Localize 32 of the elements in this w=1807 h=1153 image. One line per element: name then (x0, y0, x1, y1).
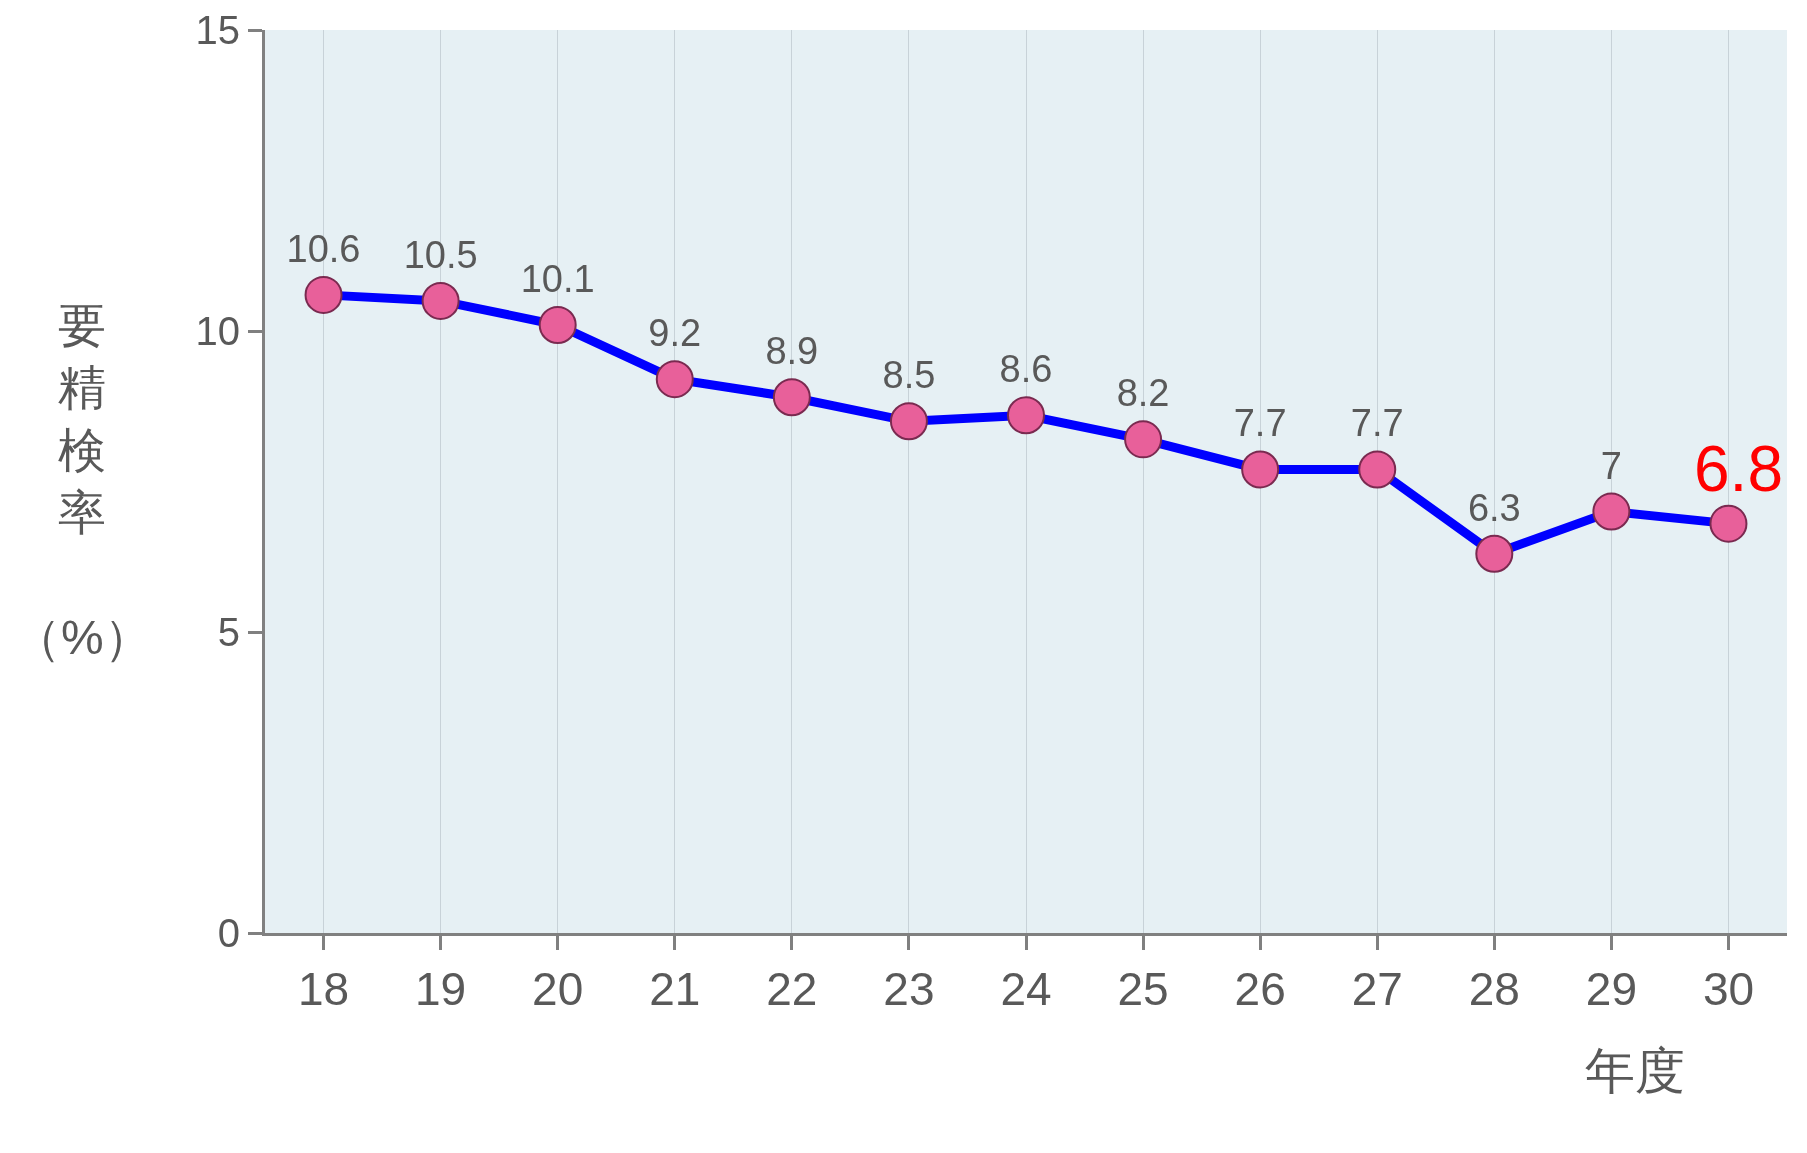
x-tick-label: 23 (883, 963, 935, 1016)
x-tick-label: 20 (532, 963, 584, 1016)
data-label: 7.7 (1350, 402, 1404, 445)
y-tick-label: 0 (217, 911, 240, 955)
y-tick-label: 5 (217, 610, 240, 654)
x-tick-label: 22 (766, 963, 818, 1016)
x-tick-label: 27 (1351, 963, 1403, 1016)
data-label: 7.7 (1233, 402, 1287, 445)
x-tick-label: 18 (297, 963, 350, 1016)
x-tick-label: 28 (1468, 963, 1520, 1016)
y-tick-label: 10 (195, 309, 240, 353)
text: 要精検率（%） (13, 299, 152, 664)
x-tick-label: 21 (649, 963, 701, 1016)
x-tick-label: 30 (1702, 963, 1755, 1016)
data-label: 8.9 (765, 330, 819, 373)
data-label: 9.2 (648, 312, 702, 355)
data-label: 8.6 (999, 348, 1053, 391)
data-label: 8.2 (1116, 372, 1170, 415)
data-label: 10.6 (286, 227, 361, 270)
x-tick-label: 19 (415, 963, 467, 1016)
x-tick-label: 29 (1585, 963, 1637, 1016)
data-label: 10.1 (520, 257, 595, 300)
x-tick-label: 26 (1234, 963, 1286, 1016)
y-tick-label: 15 (195, 8, 240, 52)
data-label: 8.5 (882, 354, 936, 397)
data-label: 6.3 (1467, 486, 1521, 529)
data-label: 7 (1600, 444, 1622, 487)
annotation: 6.8 (1694, 433, 1783, 505)
x-tick-label: 25 (1117, 963, 1169, 1016)
x-axis-title: 年度 (1585, 1043, 1685, 1099)
x-tick-label: 24 (1000, 963, 1052, 1016)
data-label: 10.5 (403, 233, 478, 276)
